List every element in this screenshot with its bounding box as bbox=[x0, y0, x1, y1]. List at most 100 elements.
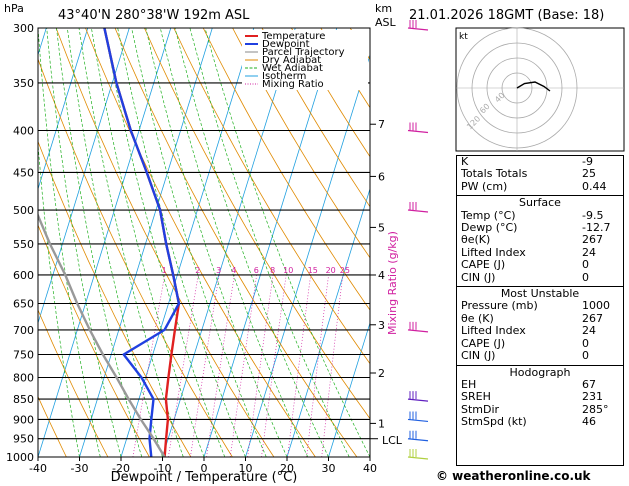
stat-label: Lifted Index bbox=[461, 324, 526, 338]
stat-row: Totals Totals 25 bbox=[457, 167, 623, 181]
pressure-tick-label: 350 bbox=[13, 77, 34, 90]
stat-value: 267 bbox=[582, 311, 603, 325]
x-tick-label: -30 bbox=[71, 462, 89, 475]
parcel-trajectory-series bbox=[38, 212, 166, 457]
mixing-ratio-line bbox=[306, 274, 329, 457]
stat-value: 231 bbox=[582, 390, 603, 404]
hodograph-unit-label: kt bbox=[459, 32, 468, 42]
asl-label: ASL bbox=[375, 16, 397, 29]
x-tick-label: -20 bbox=[112, 462, 130, 475]
mixing-ratio-label: 1 bbox=[162, 266, 167, 275]
wind-barb bbox=[407, 209, 429, 213]
stat-row: Lifted Index 24 bbox=[457, 324, 623, 338]
most-unstable-title: Most Unstable bbox=[457, 286, 623, 300]
most-unstable-section: Pressure (mb) 1000 θe (K) 267 Lifted Index 24… bbox=[457, 300, 623, 362]
hodograph-title: Hodograph bbox=[457, 364, 623, 379]
mixing-ratio-label: 6 bbox=[254, 266, 259, 275]
stat-label: θe (K) bbox=[461, 311, 494, 325]
pressure-tick-label: 300 bbox=[13, 22, 34, 35]
x-tick-label: 30 bbox=[322, 462, 336, 475]
mixing-ratio-axis-label: Mixing Ratio (g/kg) bbox=[386, 231, 399, 335]
mixing-ratio-line bbox=[261, 274, 287, 457]
stat-label: K bbox=[461, 155, 469, 168]
x-tick-label: -10 bbox=[154, 462, 172, 475]
dry-adiabat-line bbox=[38, 309, 109, 457]
stat-row: Temp (°C) -9.5 bbox=[457, 208, 623, 222]
pressure-tick-label: 700 bbox=[13, 324, 34, 337]
isotherm-line bbox=[286, 187, 370, 457]
dewpoint-series bbox=[103, 28, 181, 457]
mixing-ratio-line bbox=[132, 274, 166, 457]
stat-row: SREH 231 bbox=[457, 390, 623, 404]
mixing-ratio-label: 20 bbox=[326, 266, 336, 275]
stat-value: 0.44 bbox=[582, 179, 607, 193]
wind-barb bbox=[407, 27, 429, 31]
mixing-ratio-label: 2 bbox=[195, 266, 200, 275]
x-axis-label: Dewpoint / Temperature (°C) bbox=[111, 470, 298, 485]
legend-label: Parcel Trajectory bbox=[262, 47, 345, 58]
surface-section: Temp (°C) -9.5 Dewp (°C) -12.7 θe(K) 267 Lifte… bbox=[457, 208, 623, 284]
stat-label: Temp (°C) bbox=[461, 208, 516, 222]
stat-label: EH bbox=[461, 377, 477, 391]
pressure-tick-label: 950 bbox=[13, 433, 34, 446]
stat-label: Totals Totals bbox=[461, 167, 528, 181]
wind-barb bbox=[407, 456, 429, 460]
location-title: 43°40'N 280°38'W 192m ASL bbox=[58, 8, 250, 23]
stat-row: EH 67 bbox=[457, 377, 623, 391]
stat-row: θe (K) 267 bbox=[457, 311, 623, 325]
wet-adiabat-line bbox=[204, 28, 370, 457]
pressure-tick-label: 400 bbox=[13, 125, 34, 138]
stat-value: 24 bbox=[582, 324, 596, 338]
wet-adiabat-line bbox=[56, 28, 143, 457]
temperature-series bbox=[103, 28, 181, 457]
lcl-label: LCL bbox=[382, 434, 403, 447]
isotherm-line bbox=[38, 28, 130, 325]
x-tick-label: 0 bbox=[201, 462, 208, 475]
stat-label: SREH bbox=[461, 390, 491, 404]
stat-row: θe(K) 267 bbox=[457, 234, 623, 247]
wind-barbs bbox=[407, 20, 429, 460]
x-tick-label: -40 bbox=[29, 462, 47, 475]
mixing-ratio-line bbox=[168, 274, 199, 457]
mixing-ratio-label: 25 bbox=[340, 266, 350, 275]
pressure-tick-label: 500 bbox=[13, 204, 34, 217]
mixing-ratio-line bbox=[190, 274, 220, 457]
dry-adiabat-line bbox=[232, 28, 370, 259]
pressure-tick-label: 750 bbox=[13, 348, 34, 361]
stat-value: 67 bbox=[582, 377, 596, 391]
wet-adiabat-line bbox=[131, 28, 267, 457]
hodograph-section: EH 67 SREH 231 StmDir 285° StmSpd (kt) 46 bbox=[457, 377, 623, 429]
legend-label: Dry Adiabat bbox=[262, 55, 321, 66]
stat-row: PW (cm) 0.44 bbox=[457, 179, 623, 193]
km-tick-label: 7 bbox=[378, 118, 385, 131]
stat-value: 1000 bbox=[582, 299, 610, 313]
stat-row: CAPE (J) 0 bbox=[457, 258, 623, 272]
pressure-tick-label: 1000 bbox=[6, 451, 34, 464]
mixing-ratio-line bbox=[321, 274, 344, 457]
isotherm-line bbox=[0, 28, 5, 457]
stats-panel: K -9 Totals Totals 25 PW (cm) 0.44 Surface Te… bbox=[456, 155, 624, 466]
dry-adiabat-line bbox=[38, 395, 67, 457]
stat-label: PW (cm) bbox=[461, 179, 508, 193]
stat-row: CIN (J) 0 bbox=[457, 271, 623, 284]
stat-value: 285° bbox=[582, 402, 609, 416]
wet-adiabat-line bbox=[189, 28, 350, 457]
stat-label: CAPE (J) bbox=[461, 258, 506, 272]
stat-value: 0 bbox=[582, 336, 589, 350]
dry-adiabat-line bbox=[291, 28, 370, 158]
stat-row: K -9 bbox=[457, 155, 623, 168]
isotherm-line bbox=[38, 28, 172, 457]
stat-label: StmDir bbox=[461, 402, 500, 416]
stat-row: Lifted Index 24 bbox=[457, 246, 623, 259]
mixing-ratio-line bbox=[206, 274, 235, 457]
legend-label: Isotherm bbox=[262, 71, 306, 82]
stat-value: 0 bbox=[582, 349, 589, 363]
mixing-ratio-line bbox=[229, 274, 258, 457]
km-tick-label: 6 bbox=[378, 170, 385, 183]
stat-value: 25 bbox=[582, 167, 596, 181]
mixing-ratio-label: 8 bbox=[270, 266, 275, 275]
stat-value: 46 bbox=[582, 415, 596, 429]
